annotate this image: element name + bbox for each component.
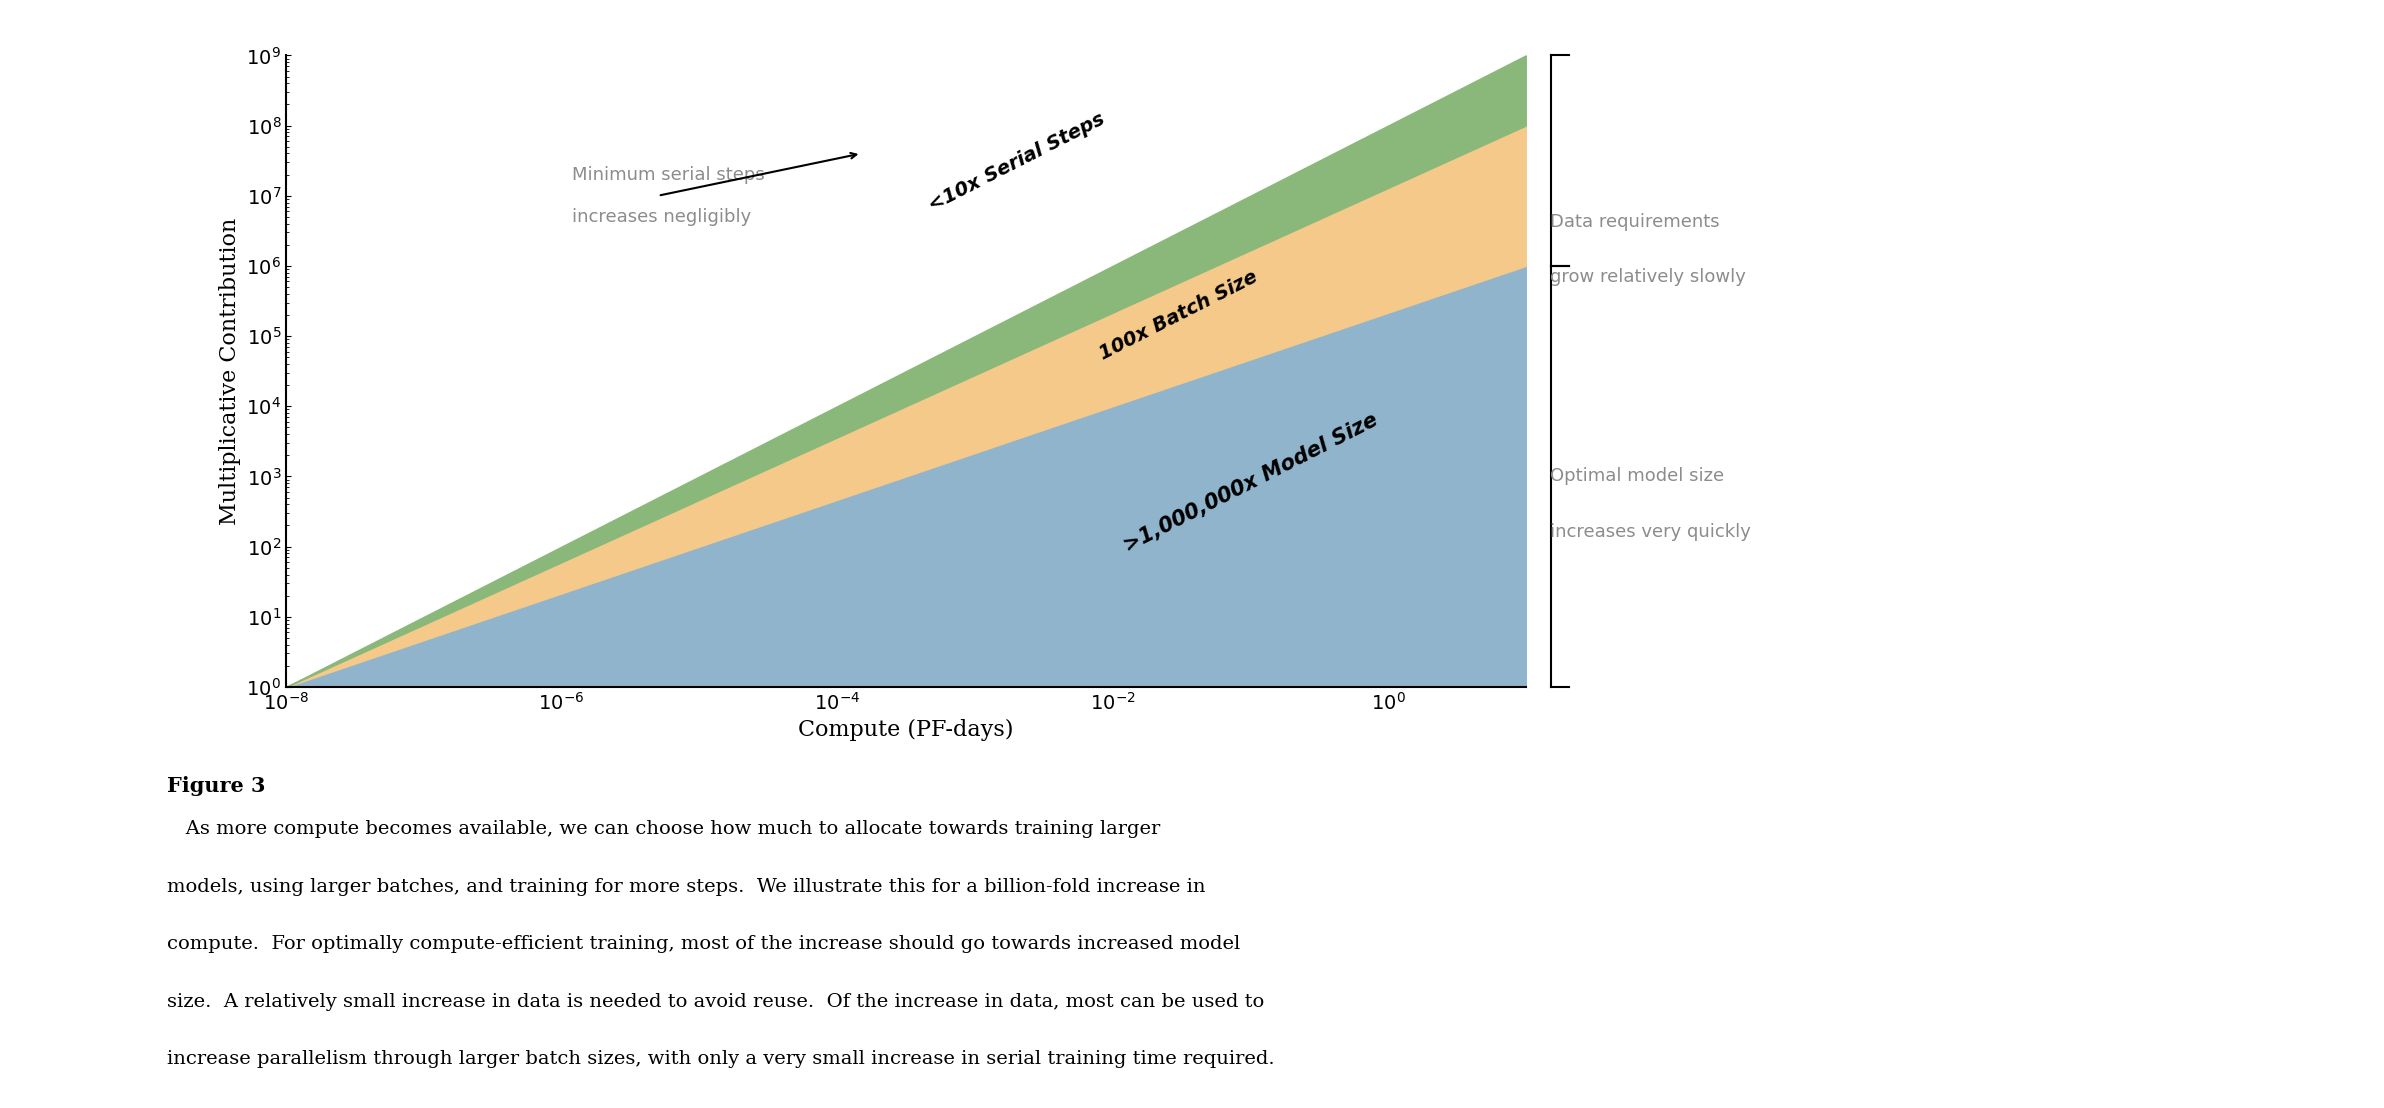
Text: Figure 3: Figure 3 xyxy=(167,776,265,796)
Text: >1,000,000x Model Size: >1,000,000x Model Size xyxy=(1120,410,1380,556)
Text: size.  A relatively small increase in data is needed to avoid reuse.  Of the inc: size. A relatively small increase in dat… xyxy=(167,993,1264,1010)
Text: models, using larger batches, and training for more steps.  We illustrate this f: models, using larger batches, and traini… xyxy=(167,878,1206,895)
Text: Minimum serial steps: Minimum serial steps xyxy=(572,165,765,184)
Text: <10x Serial Steps: <10x Serial Steps xyxy=(925,110,1109,215)
Text: Data requirements: Data requirements xyxy=(1550,213,1719,230)
Text: increase parallelism through larger batch sizes, with only a very small increase: increase parallelism through larger batc… xyxy=(167,1050,1275,1068)
Text: 100x Batch Size: 100x Batch Size xyxy=(1097,267,1261,363)
Text: Optimal model size: Optimal model size xyxy=(1550,468,1724,485)
Y-axis label: Multiplicative Contribution: Multiplicative Contribution xyxy=(219,217,241,525)
Text: increases negligibly: increases negligibly xyxy=(572,208,751,226)
X-axis label: Compute (PF-days): Compute (PF-days) xyxy=(799,719,1013,741)
Text: increases very quickly: increases very quickly xyxy=(1550,523,1750,541)
Text: As more compute becomes available, we can choose how much to allocate towards tr: As more compute becomes available, we ca… xyxy=(167,820,1161,838)
Text: grow relatively slowly: grow relatively slowly xyxy=(1550,268,1745,286)
Text: compute.  For optimally compute-efficient training, most of the increase should : compute. For optimally compute-efficient… xyxy=(167,935,1240,953)
